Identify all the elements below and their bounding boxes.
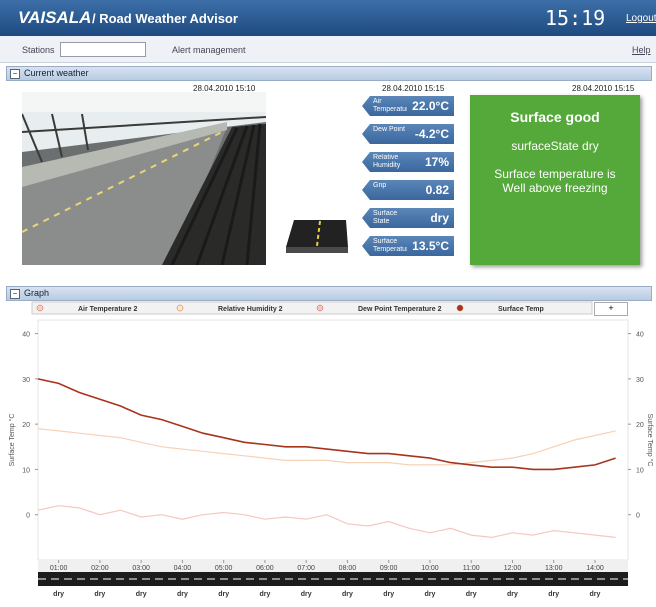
help-link[interactable]: Help (632, 45, 651, 55)
y2-tick-label: 40 (636, 332, 644, 339)
y2-tick-label: 10 (636, 467, 644, 474)
x-tick-label: 02:00 (91, 565, 109, 572)
road-state: dry (507, 591, 518, 598)
y2-tick-label: 20 (636, 422, 644, 429)
plot-area (37, 319, 629, 561)
legend-label: Surface Temp (498, 306, 544, 313)
x-tick-label: 07:00 (297, 565, 315, 572)
chart: Air Temperature 2 Relative Humidity 2 Dew … (8, 301, 654, 598)
reading: Surface State dry (362, 208, 454, 228)
y2-tick-label: 30 (636, 377, 644, 384)
road-state: dry (136, 591, 147, 598)
x-tick-label: 04:00 (174, 565, 192, 572)
x-axis-band (38, 560, 628, 574)
reading-label: Gnp (373, 182, 387, 189)
brand: VAISALA (18, 8, 92, 27)
section-header[interactable]: − Graph (6, 286, 652, 301)
reading-label: Air Temperature (373, 98, 407, 113)
reading-value: dry (430, 211, 449, 225)
reading: Gnp 0.82 (362, 180, 454, 200)
road-strip (38, 572, 628, 586)
road-state: dry (53, 591, 64, 598)
x-tick-label: 06:00 (256, 565, 274, 572)
header: VAISALA / Road Weather Advisor 15:19 Log… (0, 0, 656, 36)
reading: Dew Point -4.2°C (362, 124, 454, 144)
reading: Surface Temperature 13.5°C (362, 236, 454, 256)
series-line (37, 378, 616, 471)
legend-label: Dew Point Temperature 2 (358, 306, 442, 313)
legend-dot (36, 304, 44, 312)
stations-label: Stations (22, 45, 55, 55)
x-tick-label: 13:00 (545, 565, 563, 572)
y-tick-label: 30 (22, 377, 30, 384)
x-tick-label: 01:00 (50, 565, 68, 572)
reading-value: 13.5°C (412, 239, 449, 253)
reading-label: Surface Temperature (373, 238, 407, 253)
status-state: surfaceState dry (511, 139, 599, 153)
logout-link[interactable]: Logout (626, 13, 656, 24)
y-axis-label: Surface Temp °C (8, 414, 16, 467)
camera-time: 28.04.2010 15:10 (193, 84, 256, 93)
reading: Air Temperature 22.0°C (362, 96, 454, 116)
section-header[interactable]: − Current weather (6, 66, 652, 81)
reading-label: Relative Humidity (373, 154, 401, 169)
reading-label: Dew Point (373, 126, 405, 133)
road-state: dry (301, 591, 312, 598)
reading: Relative Humidity 17% (362, 152, 454, 172)
reading-value: 22.0°C (412, 99, 449, 113)
section-title: Graph (24, 288, 50, 298)
y-tick-label: 40 (22, 332, 30, 339)
reading-value: -4.2°C (414, 127, 449, 141)
status-time: 28.04.2010 15:15 (572, 84, 635, 93)
y-tick-label: 0 (26, 513, 30, 520)
x-tick-label: 11:00 (463, 565, 480, 572)
x-tick-label: 03:00 (132, 565, 150, 572)
road-state: dry (218, 591, 229, 598)
x-tick-label: 08:00 (339, 565, 357, 572)
road-state: dry (342, 591, 353, 598)
legend-label: Relative Humidity 2 (218, 306, 283, 313)
y-tick-label: 20 (22, 422, 30, 429)
stations-select[interactable] (60, 42, 146, 57)
road-state: dry (590, 591, 601, 598)
series-line (37, 505, 616, 539)
status-panel: Surface good surfaceState dry Surface te… (470, 95, 640, 265)
legend-dot (456, 304, 464, 312)
toolbar: Stations Alert management Help (0, 36, 656, 63)
road-state: dry (259, 591, 270, 598)
reading-value: 17% (424, 155, 449, 169)
road-icon (286, 220, 348, 253)
reading-label: Surface State (373, 210, 398, 225)
road-state: dry (425, 591, 436, 598)
x-tick-label: 09:00 (380, 565, 398, 572)
legend-bar (31, 301, 593, 315)
y-tick-label: 10 (22, 467, 30, 474)
legend-dot (176, 304, 184, 312)
app-title: / Road Weather Advisor (92, 11, 238, 26)
clock: 15:19 (545, 6, 606, 30)
reading-value: 0.82 (425, 183, 449, 197)
legend-label: Air Temperature 2 (78, 306, 137, 313)
camera-image (22, 92, 266, 265)
section-title: Current weather (24, 68, 89, 78)
add-button[interactable]: + (594, 302, 628, 316)
road-state: dry (383, 591, 394, 598)
status-message: Surface temperature is Well above freezi… (494, 167, 616, 195)
x-tick-label: 12:00 (504, 565, 522, 572)
series-line (37, 428, 616, 466)
road-state: dry (466, 591, 477, 598)
x-tick-label: 14:00 (586, 565, 604, 572)
status-title: Surface good (510, 109, 600, 125)
y2-axis-label: Surface Temp °C (646, 414, 654, 467)
road-state: dry (548, 591, 559, 598)
x-tick-label: 05:00 (215, 565, 233, 572)
alert-link[interactable]: Alert management (172, 45, 246, 55)
x-tick-label: 10:00 (421, 565, 439, 572)
legend-dot (316, 304, 324, 312)
road-state: dry (94, 591, 105, 598)
readings-time: 28.04.2010 15:15 (382, 84, 445, 93)
y2-tick-label: 0 (636, 513, 640, 520)
road-state: dry (177, 591, 188, 598)
